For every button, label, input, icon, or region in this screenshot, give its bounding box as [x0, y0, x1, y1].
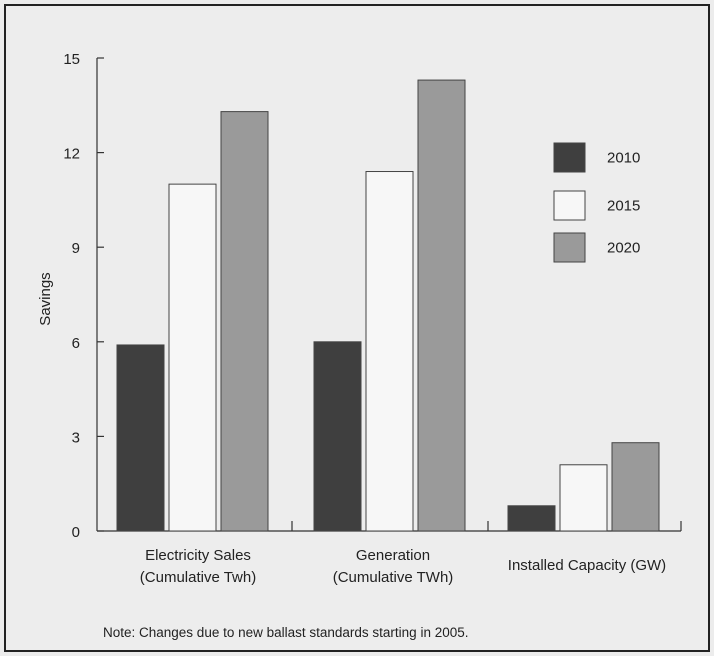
- y-tick-label: 0: [72, 524, 80, 541]
- y-tick-label: 6: [72, 335, 80, 352]
- bar-2010-1: [313, 341, 362, 532]
- bar-2010-0: [116, 344, 165, 532]
- y-axis-label: Savings: [37, 272, 54, 325]
- x-category-label: Electricity Sales: [145, 547, 251, 564]
- bar-2015-2: [559, 464, 608, 532]
- legend-swatch-2020: [553, 232, 586, 263]
- bar-2015-1: [365, 171, 414, 532]
- bar-2020-1: [417, 79, 466, 532]
- x-category-label: Generation: [356, 547, 430, 564]
- bar-chart: 0 3 6 9 12 15 Savings Electricity Sales (Cumulat…: [37, 51, 682, 586]
- bar-2020-0: [220, 111, 269, 532]
- y-tick-label: 9: [72, 240, 80, 257]
- legend-label-2020: 2020: [607, 240, 640, 257]
- y-tick-label: 3: [72, 429, 80, 446]
- chart-frame: 0 3 6 9 12 15 Savings Electricity Sales (Cumulat…: [4, 4, 710, 652]
- legend-label-2010: 2010: [607, 150, 640, 167]
- legend-label-2015: 2015: [607, 198, 640, 215]
- legend-swatch-2015: [553, 190, 586, 221]
- x-category-label: (Cumulative TWh): [333, 569, 454, 586]
- chart-note: Note: Changes due to new ballast standar…: [103, 625, 469, 640]
- x-category-label: (Cumulative Twh): [140, 569, 256, 586]
- x-category-label: Installed Capacity (GW): [508, 557, 666, 574]
- bar-2020-2: [611, 442, 660, 532]
- bar-2015-0: [168, 183, 217, 532]
- bar-2010-2: [507, 505, 556, 532]
- y-tick-label: 12: [63, 146, 80, 163]
- legend-swatch-2010: [553, 142, 586, 173]
- y-tick-label: 15: [63, 51, 80, 68]
